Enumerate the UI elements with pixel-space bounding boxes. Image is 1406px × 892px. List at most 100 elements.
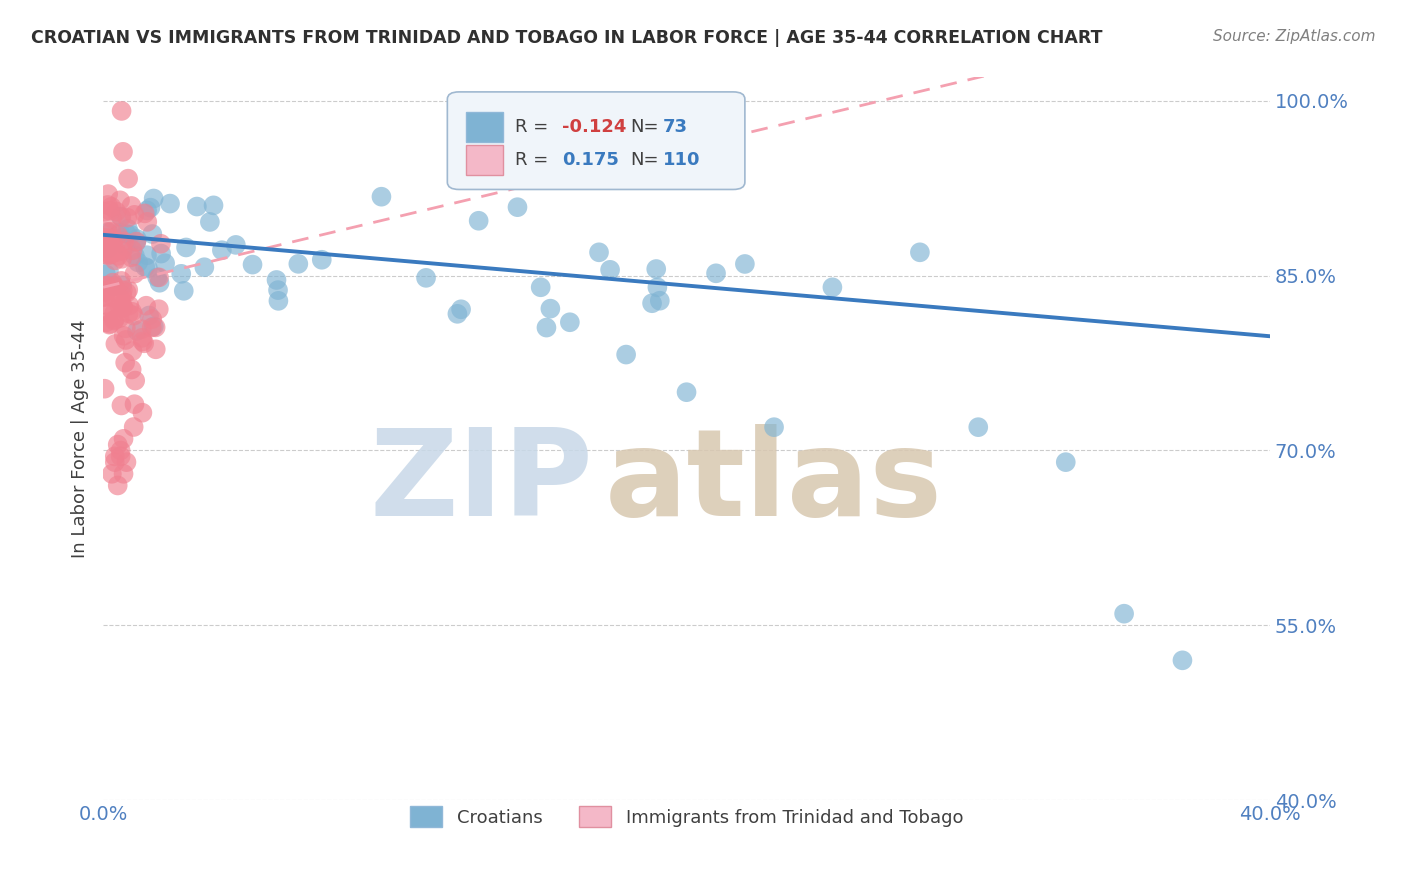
Point bbox=[108, 194, 131, 208]
Point bbox=[97, 198, 120, 212]
Point bbox=[96, 225, 118, 239]
Point bbox=[734, 257, 756, 271]
Point bbox=[93, 284, 115, 298]
Point bbox=[108, 299, 131, 313]
Point bbox=[124, 267, 146, 281]
Point bbox=[98, 306, 121, 320]
FancyBboxPatch shape bbox=[465, 112, 503, 143]
Point bbox=[111, 283, 134, 297]
Point bbox=[110, 274, 132, 288]
Point bbox=[94, 315, 117, 329]
Point bbox=[121, 362, 143, 376]
Text: Source: ZipAtlas.com: Source: ZipAtlas.com bbox=[1212, 29, 1375, 44]
Point bbox=[103, 279, 125, 293]
Point bbox=[103, 279, 125, 293]
Point bbox=[266, 273, 288, 287]
Point bbox=[110, 103, 132, 118]
Point bbox=[211, 244, 233, 258]
Point bbox=[149, 236, 172, 251]
Point bbox=[145, 320, 167, 334]
Point bbox=[110, 210, 132, 224]
Text: R =: R = bbox=[515, 151, 548, 169]
Point bbox=[142, 319, 165, 334]
Point bbox=[530, 280, 553, 294]
Point bbox=[267, 293, 290, 308]
Point bbox=[98, 231, 121, 245]
Text: N=: N= bbox=[630, 151, 659, 169]
Point bbox=[311, 252, 333, 267]
Point bbox=[110, 211, 132, 225]
Point bbox=[588, 245, 610, 260]
Point bbox=[136, 261, 159, 276]
Text: R =: R = bbox=[515, 119, 548, 136]
Point bbox=[101, 276, 124, 290]
Point bbox=[115, 227, 138, 241]
Point bbox=[117, 211, 139, 225]
Point bbox=[614, 348, 637, 362]
Y-axis label: In Labor Force | Age 35-44: In Labor Force | Age 35-44 bbox=[72, 319, 89, 558]
Point bbox=[97, 239, 120, 253]
Point bbox=[131, 406, 153, 420]
Point bbox=[121, 344, 143, 359]
Point bbox=[107, 478, 129, 492]
Point bbox=[242, 258, 264, 272]
Point bbox=[141, 312, 163, 326]
Point bbox=[105, 204, 128, 219]
Point bbox=[159, 196, 181, 211]
Point bbox=[100, 225, 122, 239]
Point bbox=[467, 213, 489, 227]
Point bbox=[287, 257, 309, 271]
Point bbox=[136, 248, 159, 262]
Point bbox=[103, 291, 125, 305]
Point bbox=[105, 245, 128, 260]
Point bbox=[134, 336, 156, 351]
Point bbox=[1114, 607, 1136, 621]
Point bbox=[198, 215, 221, 229]
Point bbox=[114, 333, 136, 347]
Point bbox=[138, 309, 160, 323]
Point bbox=[267, 283, 290, 297]
Point bbox=[98, 248, 121, 262]
Point bbox=[98, 247, 121, 261]
Point bbox=[141, 227, 163, 241]
Point bbox=[122, 309, 145, 323]
Point bbox=[193, 260, 215, 275]
Point bbox=[93, 382, 115, 396]
Text: 110: 110 bbox=[664, 151, 700, 169]
Point bbox=[118, 306, 141, 320]
Point bbox=[110, 443, 132, 458]
Point bbox=[186, 200, 208, 214]
Point bbox=[153, 256, 176, 270]
Point bbox=[110, 292, 132, 306]
Point bbox=[135, 299, 157, 313]
Point bbox=[120, 199, 142, 213]
Point bbox=[96, 284, 118, 298]
Point bbox=[821, 280, 844, 294]
Point bbox=[112, 299, 135, 313]
Point bbox=[446, 307, 468, 321]
Point bbox=[97, 243, 120, 257]
Point bbox=[647, 280, 669, 294]
Point bbox=[111, 145, 134, 159]
Point bbox=[127, 255, 149, 269]
Point bbox=[506, 200, 529, 214]
Point bbox=[763, 420, 786, 434]
Point bbox=[117, 221, 139, 235]
Point bbox=[148, 302, 170, 317]
Point bbox=[110, 399, 132, 413]
Point bbox=[174, 240, 197, 254]
Point bbox=[111, 288, 134, 302]
Point bbox=[100, 200, 122, 214]
Point bbox=[107, 249, 129, 263]
Point bbox=[93, 247, 115, 261]
Point bbox=[139, 201, 162, 215]
Point bbox=[117, 171, 139, 186]
Point bbox=[415, 270, 437, 285]
Point bbox=[115, 285, 138, 300]
Point bbox=[103, 313, 125, 327]
Point bbox=[125, 235, 148, 249]
Point bbox=[111, 252, 134, 266]
Point bbox=[536, 320, 558, 334]
Point bbox=[124, 208, 146, 222]
Point bbox=[108, 311, 131, 326]
